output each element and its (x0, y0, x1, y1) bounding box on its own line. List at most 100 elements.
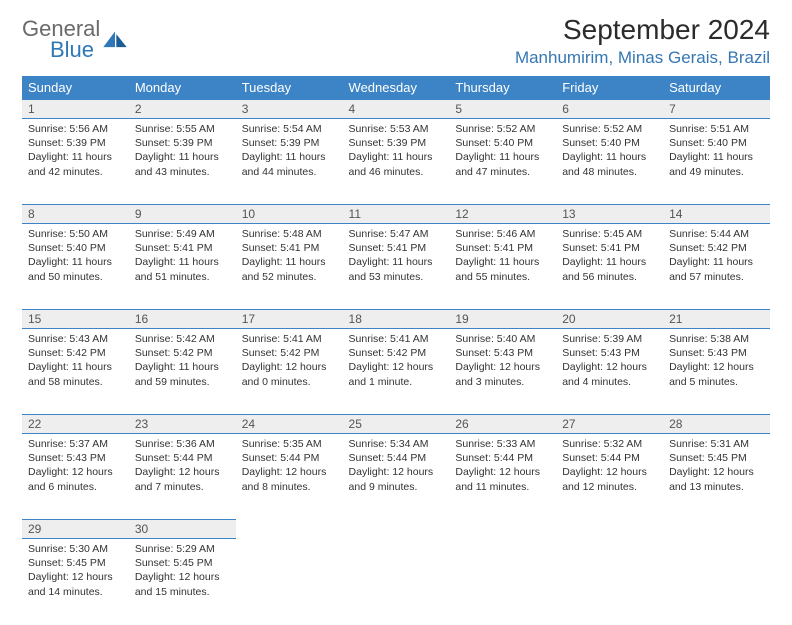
day-content-cell: Sunrise: 5:36 AMSunset: 5:44 PMDaylight:… (129, 434, 236, 520)
brand-logo: General Blue (22, 14, 128, 61)
day-content-cell: Sunrise: 5:34 AMSunset: 5:44 PMDaylight:… (343, 434, 450, 520)
day-content-cell: Sunrise: 5:44 AMSunset: 5:42 PMDaylight:… (663, 224, 770, 310)
day-line-d2: and 56 minutes. (562, 270, 657, 284)
day-line-ss: Sunset: 5:43 PM (28, 451, 123, 465)
day-number-cell (663, 520, 770, 539)
weekday-header: Sunday (22, 76, 129, 100)
day-line-ss: Sunset: 5:40 PM (455, 136, 550, 150)
day-content-cell: Sunrise: 5:42 AMSunset: 5:42 PMDaylight:… (129, 329, 236, 415)
day-line-sr: Sunrise: 5:55 AM (135, 122, 230, 136)
day-content-cell: Sunrise: 5:51 AMSunset: 5:40 PMDaylight:… (663, 119, 770, 205)
calendar-body: 1234567Sunrise: 5:56 AMSunset: 5:39 PMDa… (22, 100, 770, 625)
day-line-ss: Sunset: 5:39 PM (28, 136, 123, 150)
day-line-d2: and 43 minutes. (135, 165, 230, 179)
day-line-ss: Sunset: 5:45 PM (135, 556, 230, 570)
day-line-d1: Daylight: 12 hours (28, 465, 123, 479)
day-line-ss: Sunset: 5:44 PM (135, 451, 230, 465)
day-content-cell: Sunrise: 5:52 AMSunset: 5:40 PMDaylight:… (449, 119, 556, 205)
day-content-cell: Sunrise: 5:41 AMSunset: 5:42 PMDaylight:… (343, 329, 450, 415)
day-line-ss: Sunset: 5:40 PM (669, 136, 764, 150)
day-line-ss: Sunset: 5:44 PM (349, 451, 444, 465)
day-line-d2: and 48 minutes. (562, 165, 657, 179)
day-line-ss: Sunset: 5:45 PM (669, 451, 764, 465)
day-line-sr: Sunrise: 5:51 AM (669, 122, 764, 136)
day-line-d1: Daylight: 12 hours (135, 570, 230, 584)
day-content-cell: Sunrise: 5:31 AMSunset: 5:45 PMDaylight:… (663, 434, 770, 520)
day-line-ss: Sunset: 5:42 PM (669, 241, 764, 255)
day-number-cell: 7 (663, 100, 770, 119)
day-line-sr: Sunrise: 5:45 AM (562, 227, 657, 241)
day-line-sr: Sunrise: 5:35 AM (242, 437, 337, 451)
day-line-d1: Daylight: 11 hours (135, 255, 230, 269)
day-content-cell: Sunrise: 5:50 AMSunset: 5:40 PMDaylight:… (22, 224, 129, 310)
day-content-cell: Sunrise: 5:35 AMSunset: 5:44 PMDaylight:… (236, 434, 343, 520)
day-line-d2: and 11 minutes. (455, 480, 550, 494)
day-line-sr: Sunrise: 5:50 AM (28, 227, 123, 241)
day-line-d1: Daylight: 12 hours (455, 465, 550, 479)
month-title: September 2024 (515, 14, 770, 46)
day-line-d1: Daylight: 11 hours (135, 360, 230, 374)
day-line-d2: and 52 minutes. (242, 270, 337, 284)
day-content-cell: Sunrise: 5:45 AMSunset: 5:41 PMDaylight:… (556, 224, 663, 310)
day-number-cell: 16 (129, 310, 236, 329)
day-content-cell: Sunrise: 5:40 AMSunset: 5:43 PMDaylight:… (449, 329, 556, 415)
day-number-cell (556, 520, 663, 539)
day-number-cell: 1 (22, 100, 129, 119)
location-text: Manhumirim, Minas Gerais, Brazil (515, 48, 770, 68)
day-line-sr: Sunrise: 5:40 AM (455, 332, 550, 346)
day-line-ss: Sunset: 5:42 PM (135, 346, 230, 360)
day-content-cell: Sunrise: 5:37 AMSunset: 5:43 PMDaylight:… (22, 434, 129, 520)
title-block: September 2024 Manhumirim, Minas Gerais,… (515, 14, 770, 68)
day-line-d1: Daylight: 11 hours (28, 255, 123, 269)
day-line-sr: Sunrise: 5:46 AM (455, 227, 550, 241)
day-line-sr: Sunrise: 5:38 AM (669, 332, 764, 346)
weekday-header: Tuesday (236, 76, 343, 100)
day-number-cell: 13 (556, 205, 663, 224)
day-number-cell: 28 (663, 415, 770, 434)
day-line-sr: Sunrise: 5:52 AM (455, 122, 550, 136)
day-line-d2: and 46 minutes. (349, 165, 444, 179)
day-line-d2: and 59 minutes. (135, 375, 230, 389)
day-line-sr: Sunrise: 5:41 AM (242, 332, 337, 346)
day-line-d2: and 50 minutes. (28, 270, 123, 284)
day-line-ss: Sunset: 5:44 PM (242, 451, 337, 465)
day-line-sr: Sunrise: 5:43 AM (28, 332, 123, 346)
logo-text-blue: Blue (50, 39, 100, 61)
day-line-ss: Sunset: 5:43 PM (562, 346, 657, 360)
day-body-row: Sunrise: 5:43 AMSunset: 5:42 PMDaylight:… (22, 329, 770, 415)
day-line-ss: Sunset: 5:42 PM (28, 346, 123, 360)
day-line-ss: Sunset: 5:44 PM (455, 451, 550, 465)
day-line-ss: Sunset: 5:42 PM (349, 346, 444, 360)
day-line-sr: Sunrise: 5:39 AM (562, 332, 657, 346)
day-number-cell: 10 (236, 205, 343, 224)
weekday-header: Saturday (663, 76, 770, 100)
day-line-d2: and 47 minutes. (455, 165, 550, 179)
day-number-cell: 30 (129, 520, 236, 539)
day-line-ss: Sunset: 5:41 PM (562, 241, 657, 255)
day-number-cell: 26 (449, 415, 556, 434)
header: General Blue September 2024 Manhumirim, … (22, 14, 770, 68)
day-line-ss: Sunset: 5:43 PM (455, 346, 550, 360)
day-line-d2: and 57 minutes. (669, 270, 764, 284)
day-line-d1: Daylight: 12 hours (455, 360, 550, 374)
day-line-ss: Sunset: 5:45 PM (28, 556, 123, 570)
day-number-cell: 3 (236, 100, 343, 119)
day-line-sr: Sunrise: 5:32 AM (562, 437, 657, 451)
day-line-d2: and 3 minutes. (455, 375, 550, 389)
day-line-sr: Sunrise: 5:30 AM (28, 542, 123, 556)
day-line-d1: Daylight: 11 hours (242, 150, 337, 164)
day-line-ss: Sunset: 5:41 PM (349, 241, 444, 255)
day-line-d1: Daylight: 11 hours (242, 255, 337, 269)
day-line-ss: Sunset: 5:41 PM (242, 241, 337, 255)
day-line-d1: Daylight: 12 hours (28, 570, 123, 584)
weekday-header: Wednesday (343, 76, 450, 100)
day-line-ss: Sunset: 5:42 PM (242, 346, 337, 360)
day-line-sr: Sunrise: 5:42 AM (135, 332, 230, 346)
day-line-d2: and 8 minutes. (242, 480, 337, 494)
day-number-cell: 2 (129, 100, 236, 119)
day-body-row: Sunrise: 5:37 AMSunset: 5:43 PMDaylight:… (22, 434, 770, 520)
day-line-d1: Daylight: 12 hours (562, 465, 657, 479)
day-content-cell: Sunrise: 5:56 AMSunset: 5:39 PMDaylight:… (22, 119, 129, 205)
day-number-cell: 5 (449, 100, 556, 119)
day-line-d2: and 42 minutes. (28, 165, 123, 179)
